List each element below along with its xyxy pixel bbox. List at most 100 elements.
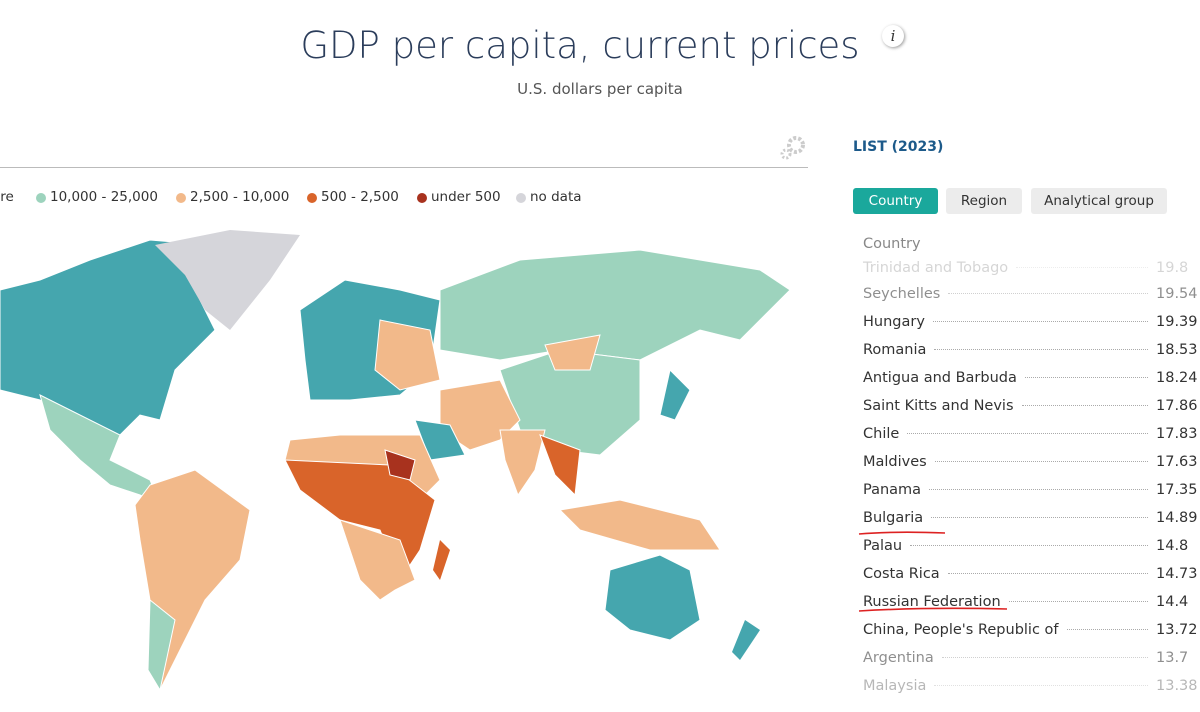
- country-name: Palau: [863, 538, 903, 554]
- title: GDP per capita, current prices: [300, 24, 860, 67]
- tab[interactable]: Country: [853, 188, 938, 214]
- leader-dots: [932, 321, 1148, 322]
- legend-item: 2,500 - 10,000: [190, 189, 290, 205]
- list-row[interactable]: Costa Rica 14.73: [863, 562, 1200, 590]
- leader-dots: [910, 545, 1148, 546]
- info-button[interactable]: i: [882, 25, 904, 47]
- underline: [858, 607, 1008, 612]
- chile: [147, 598, 176, 692]
- list-row[interactable]: Antigua and Barbuda 18.24: [863, 366, 1200, 394]
- list-row[interactable]: Maldives 17.63: [863, 450, 1200, 478]
- country-name: Maldives: [863, 454, 927, 470]
- country-name: Russian Federation: [863, 594, 1001, 610]
- annotations: [858, 531, 1008, 612]
- country-name: China, People's Republic of: [863, 622, 1059, 638]
- list-row[interactable]: Palau 14.8: [863, 534, 1200, 562]
- list-row[interactable]: Bulgaria 14.89: [863, 506, 1200, 534]
- eastern-europe: [374, 319, 441, 391]
- country-name: Panama: [863, 482, 922, 498]
- leader-dots: [1021, 405, 1148, 406]
- divider: [0, 167, 808, 168]
- japan: [659, 369, 691, 421]
- leader-dots: [907, 433, 1148, 434]
- tab[interactable]: Region: [946, 188, 1022, 214]
- leader-dots: [947, 573, 1148, 574]
- indonesia: [558, 499, 721, 551]
- list-title: LIST (2023): [853, 139, 944, 155]
- leader-dots: [1008, 601, 1148, 602]
- legend-item: under 500: [431, 189, 501, 205]
- country-value: 17.35: [1156, 482, 1198, 498]
- australia: [604, 554, 701, 641]
- country-name: Chile: [863, 426, 900, 442]
- country-list: Trinidad and Tobago 19.8 Seychelles 19.54 Hu…: [863, 256, 1200, 702]
- list-row[interactable]: Malaysia 13.38: [863, 674, 1200, 702]
- list-row[interactable]: Romania 18.53: [863, 338, 1200, 366]
- country-name: Trinidad and Tobago: [863, 260, 1009, 276]
- country-value: 14.89: [1156, 510, 1198, 526]
- country-name: Malaysia: [863, 678, 927, 694]
- tab[interactable]: Analytical group: [1031, 188, 1167, 214]
- list-row[interactable]: Seychelles 19.54: [863, 282, 1200, 310]
- new-zealand: [732, 620, 760, 660]
- southern-africa: [339, 519, 416, 601]
- list-row[interactable]: Panama 17.35: [863, 478, 1200, 506]
- country-value: 18.24: [1156, 370, 1198, 386]
- country-value: 17.63: [1156, 454, 1198, 470]
- list-row[interactable]: Trinidad and Tobago 19.8: [863, 256, 1200, 282]
- legend-item: no data: [530, 189, 582, 205]
- legend-swatch: [36, 193, 46, 203]
- country-name: Bulgaria: [863, 510, 924, 526]
- leader-dots: [1066, 629, 1148, 630]
- leader-dots: [1024, 377, 1148, 378]
- country-name: Hungary: [863, 314, 925, 330]
- country-value: 17.83: [1156, 426, 1198, 442]
- country-value: 18.53: [1156, 342, 1198, 358]
- settings-icon[interactable]: [778, 134, 808, 162]
- list-row[interactable]: Saint Kitts and Nevis 17.86: [863, 394, 1200, 422]
- list-row[interactable]: Chile 17.83: [863, 422, 1200, 450]
- country-value: 14.8: [1156, 538, 1189, 554]
- list-row[interactable]: Russian Federation 14.4: [863, 590, 1200, 618]
- country-name: Seychelles: [863, 286, 941, 302]
- russia: [439, 249, 791, 361]
- country-name: Romania: [863, 342, 927, 358]
- leader-dots: [931, 517, 1148, 518]
- leader-dots: [948, 293, 1148, 294]
- country-value: 13.72: [1156, 622, 1198, 638]
- country-value: 19.39: [1156, 314, 1198, 330]
- leader-dots: [934, 685, 1148, 686]
- country-value: 19.54: [1156, 286, 1198, 302]
- subtitle: U.S. dollars per capita: [517, 80, 683, 98]
- leader-dots: [934, 349, 1148, 350]
- country-name: Antigua and Barbuda: [863, 370, 1017, 386]
- legend-item: 10,000 - 25,000: [50, 189, 158, 205]
- southeast-asia: [539, 434, 581, 497]
- madagascar: [433, 540, 450, 580]
- legend-swatch: [307, 193, 317, 203]
- mongolia: [544, 334, 601, 371]
- leader-dots: [1016, 267, 1148, 268]
- legend-swatch: [516, 193, 526, 203]
- legend-swatch: [176, 193, 186, 203]
- legend-swatch: [417, 193, 427, 203]
- country-value: 13.7: [1156, 650, 1189, 666]
- greenland: [155, 230, 300, 330]
- india: [499, 429, 546, 497]
- underline: [858, 531, 946, 535]
- list-row[interactable]: Argentina 13.7: [863, 646, 1200, 674]
- country-value: 19.8: [1156, 260, 1189, 276]
- country-name: Argentina: [863, 650, 934, 666]
- world-map: [0, 230, 791, 692]
- legend-item: 500 - 2,500: [321, 189, 399, 205]
- leader-dots: [934, 461, 1148, 462]
- list-row[interactable]: Hungary 19.39: [863, 310, 1200, 338]
- list-row[interactable]: China, People's Republic of 13.72: [863, 618, 1200, 646]
- leader-dots: [941, 657, 1148, 658]
- country-value: 14.4: [1156, 594, 1189, 610]
- column-header[interactable]: Country: [863, 236, 921, 252]
- country-name: Saint Kitts and Nevis: [863, 398, 1014, 414]
- south-sudan: [384, 449, 416, 481]
- country-value: 14.73: [1156, 566, 1198, 582]
